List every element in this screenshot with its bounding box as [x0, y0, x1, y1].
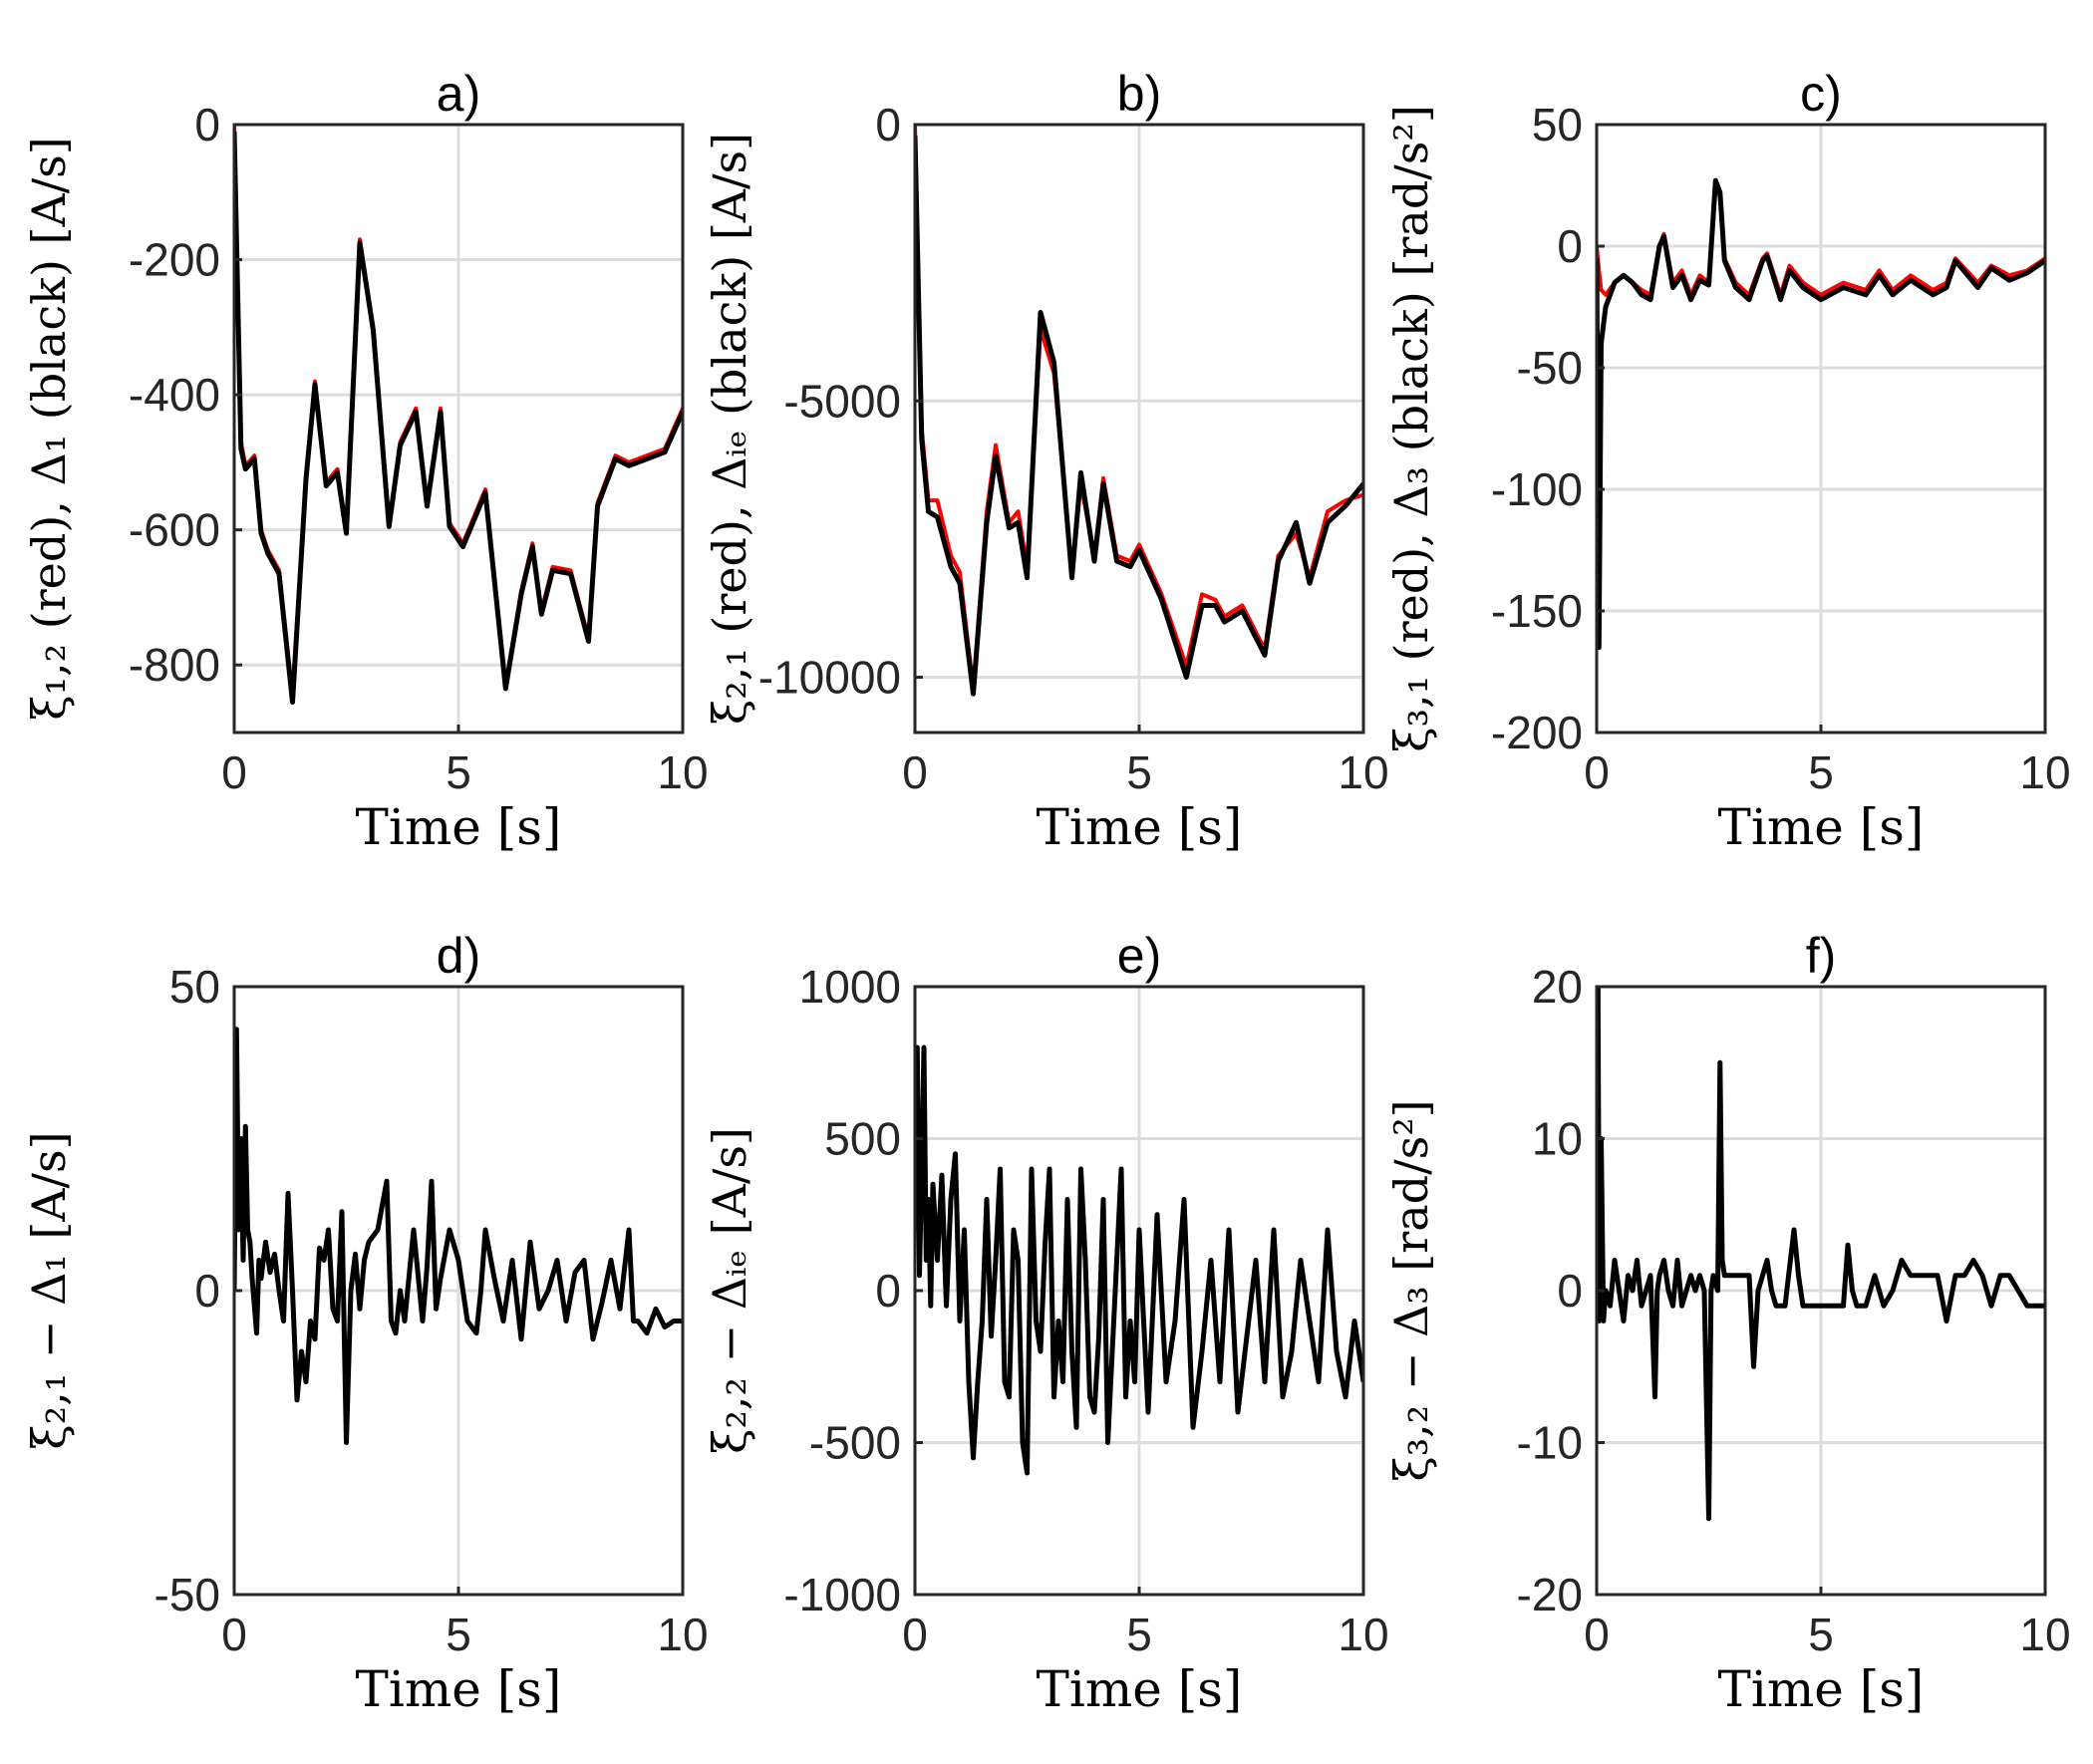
y-axis-label: ξ₂,₁ (red), Δᵢₑ (black) [A/s]: [703, 133, 756, 725]
x-tick-label: 10: [2019, 746, 2070, 798]
y-tick-label: -400: [129, 369, 220, 421]
x-tick-label: 0: [902, 1609, 928, 1660]
y-tick-label: 50: [1532, 99, 1583, 150]
y-tick-label: -800: [129, 639, 220, 691]
x-tick-label: 5: [1126, 746, 1152, 798]
y-tick-label: -5000: [783, 375, 901, 427]
panel-a: 0 5 10 0 -200 -400 -600 -800 a) Time [s] ξ₁,₂ (red…: [22, 66, 709, 856]
panel-title-d: d): [437, 928, 480, 984]
y-axis-label: ξ₂,₂ − Δᵢₑ [A/s]: [703, 1127, 756, 1454]
x-tick-label: 0: [221, 746, 247, 798]
panel-title-f: f): [1806, 928, 1837, 984]
y-tick-label: -200: [1491, 707, 1583, 758]
x-tick-label: 0: [1584, 1609, 1610, 1660]
y-axis-label: ξ₁,₂ (red), Δ₁ (black) [A/s]: [22, 137, 76, 721]
y-tick-label: -1000: [783, 1569, 901, 1620]
y-tick-label: 0: [875, 99, 901, 150]
x-tick-label: 0: [1584, 746, 1610, 798]
panel-e: 0 5 10 1000 500 0 -500 -1000 e) Time [s] ξ₂,₂ − Δᵢ…: [703, 928, 1389, 1718]
y-tick-label: 500: [824, 1113, 901, 1165]
x-axis-label: Time [s]: [356, 798, 562, 856]
y-tick-label: -100: [1491, 463, 1583, 515]
y-tick-label: -500: [809, 1417, 901, 1469]
x-axis-label: Time [s]: [1718, 1660, 1925, 1718]
y-axis-label: ξ₂,₁ − Δ₁ [A/s]: [22, 1131, 76, 1449]
x-tick-label: 0: [221, 1609, 247, 1660]
x-tick-label: 5: [1126, 1609, 1152, 1660]
panel-f: 0 5 10 20 10 0 -10 -20 f) Time [s] ξ₃,₂ − Δ₃ [rad/…: [1384, 928, 2071, 1718]
y-tick-label: -150: [1491, 585, 1583, 637]
y-tick-label: 10: [1532, 1113, 1583, 1165]
series-line-black: [915, 1044, 1363, 1476]
y-tick-label: -200: [129, 234, 220, 286]
y-axis-label: ξ₃,₁ (red), Δ₃ (black) [rad/s²]: [1384, 105, 1438, 752]
y-tick-label: -20: [1517, 1569, 1583, 1620]
y-tick-label: 1000: [799, 961, 901, 1013]
y-tick-label: -50: [154, 1569, 220, 1620]
x-axis-label: Time [s]: [356, 1660, 562, 1718]
series-line-black: [1597, 177, 2045, 651]
x-tick-label: 5: [1808, 1609, 1834, 1660]
panel-b: 0 5 10 0 -5000 -10000 b) Time [s] ξ₂,₁ (red), Δᵢ…: [703, 66, 1389, 856]
x-tick-label: 0: [902, 746, 928, 798]
x-tick-label: 10: [1338, 746, 1388, 798]
x-tick-label: 10: [657, 746, 708, 798]
y-tick-label: 0: [194, 1265, 220, 1317]
panel-title-b: b): [1117, 66, 1161, 122]
y-tick-label: 0: [875, 1265, 901, 1317]
x-tick-label: 10: [2019, 1609, 2070, 1660]
y-tick-label: -10000: [758, 652, 901, 704]
x-axis-label: Time [s]: [1037, 1660, 1243, 1718]
series-line-black: [915, 136, 1363, 697]
panel-title-a: a): [437, 66, 480, 122]
y-tick-label: 50: [169, 961, 220, 1013]
x-tick-label: 10: [1338, 1609, 1388, 1660]
series-line-black: [1597, 987, 2045, 1522]
y-tick-label: -10: [1517, 1417, 1583, 1469]
y-tick-label: 0: [1557, 220, 1583, 272]
x-axis-label: Time [s]: [1037, 798, 1243, 856]
x-axis-label: Time [s]: [1718, 798, 1925, 856]
panel-title-c: c): [1800, 66, 1842, 122]
y-axis-label: ξ₃,₂ − Δ₃ [rad/s²]: [1384, 1099, 1438, 1481]
y-tick-label: 0: [1557, 1265, 1583, 1317]
series-line-black: [234, 131, 683, 705]
y-tick-label: 0: [194, 99, 220, 150]
x-tick-label: 5: [446, 746, 471, 798]
x-tick-label: 5: [1808, 746, 1834, 798]
y-tick-label: 20: [1532, 961, 1583, 1013]
y-tick-label: -600: [129, 504, 220, 556]
series-line-black: [234, 1027, 683, 1445]
panel-c: 0 5 10 50 0 -50 -100 -150 -200 c) Time [s] ξ₃,₁ (re…: [1384, 66, 2071, 856]
x-tick-label: 10: [657, 1609, 708, 1660]
y-tick-label: -50: [1517, 342, 1583, 394]
x-tick-label: 5: [446, 1609, 471, 1660]
panel-title-e: e): [1117, 928, 1161, 984]
